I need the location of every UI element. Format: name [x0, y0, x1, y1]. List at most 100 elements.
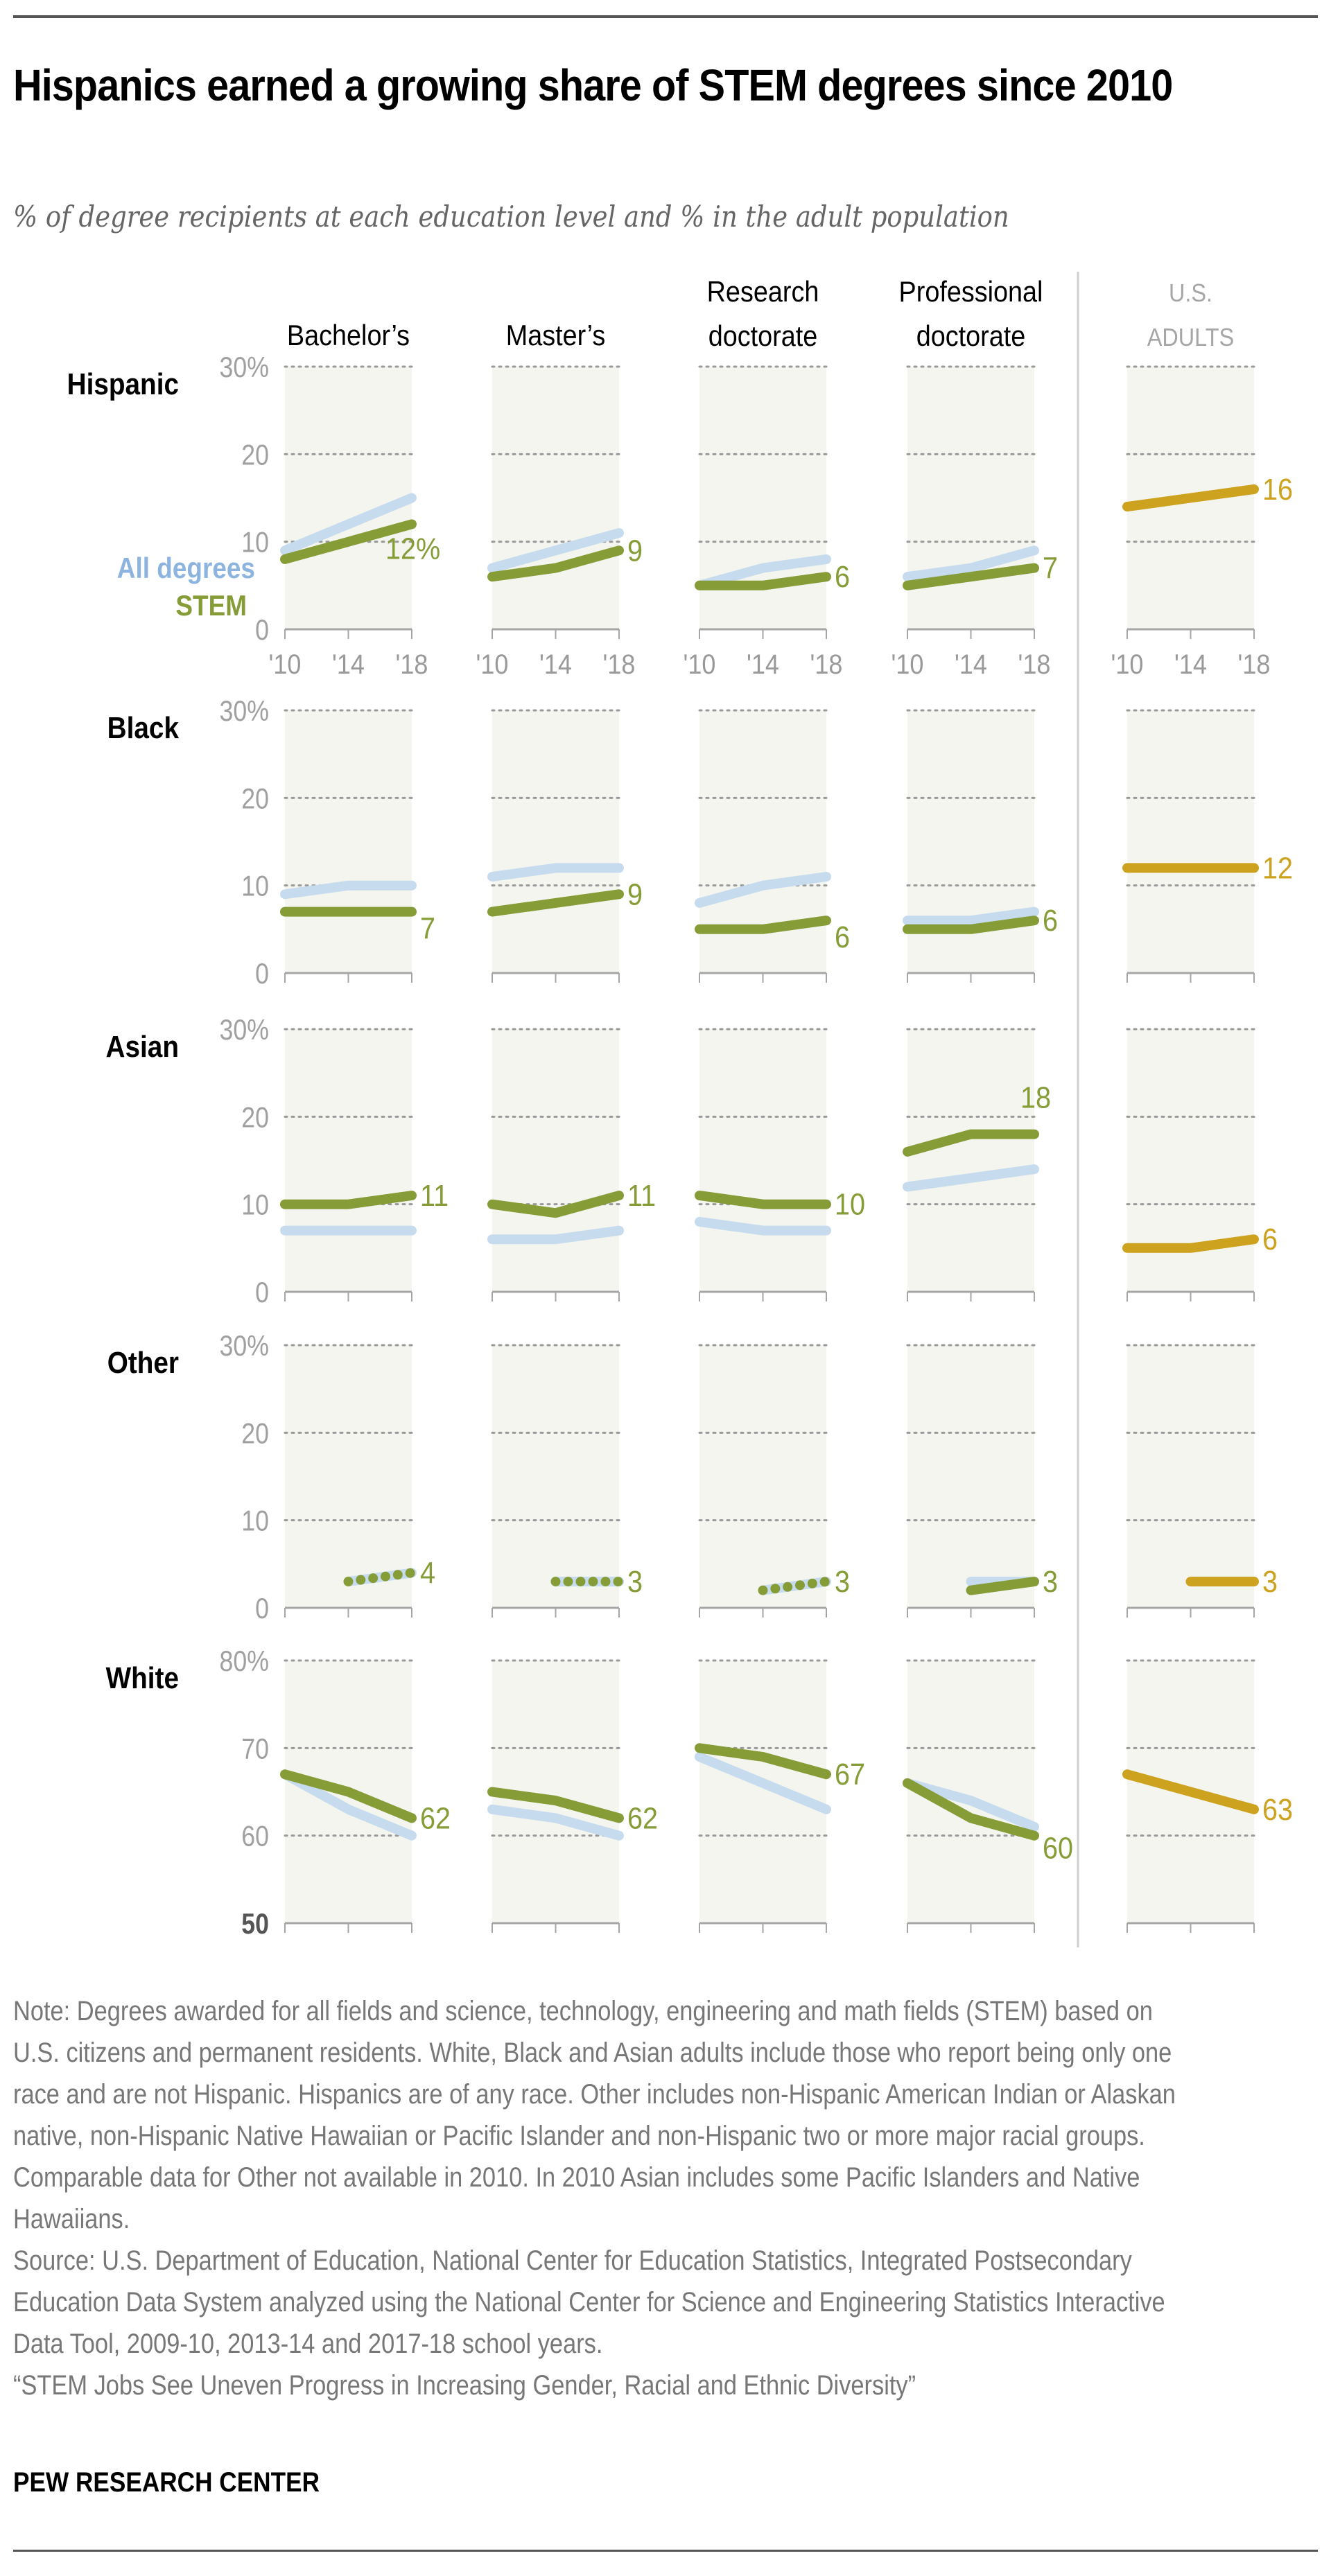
adults-line — [1122, 484, 1259, 512]
value-label: 62 — [420, 1800, 451, 1834]
value-label: 18 — [1020, 1080, 1051, 1114]
legend-stem: STEM — [175, 590, 247, 622]
column-header-3: Research — [707, 276, 819, 308]
all-degrees-line — [903, 545, 1039, 582]
y-tick-label: 30% — [220, 695, 269, 727]
column-header-4: Professional — [899, 276, 1043, 308]
all-degrees-line — [487, 863, 624, 882]
all-degrees-line — [487, 1225, 624, 1245]
x-tick-label: '10 — [684, 649, 716, 680]
value-label: 6 — [835, 559, 850, 593]
value-label: 3 — [1043, 1564, 1058, 1598]
value-label: 10 — [835, 1187, 865, 1221]
panel-background — [1127, 710, 1254, 973]
all-degrees-line — [280, 1769, 417, 1841]
panel-background — [492, 1345, 619, 1608]
stem-line — [343, 1568, 417, 1587]
value-label: 60 — [1043, 1831, 1073, 1865]
pew-logo-text: PEW RESEARCH CENTER — [13, 2467, 320, 2498]
panel-background — [492, 367, 619, 629]
x-tick-label: '14 — [539, 649, 572, 680]
all-degrees-line — [903, 1778, 1039, 1832]
chart-subtitle: % of degree recipients at each education… — [13, 200, 1009, 234]
stem-line — [487, 545, 624, 582]
report-title: “STEM Jobs See Uneven Progress in Increa… — [13, 2370, 916, 2401]
stem-line — [280, 1769, 417, 1823]
y-tick-label: 20 — [241, 439, 269, 471]
stem-line — [966, 1577, 1039, 1595]
value-label: 16 — [1262, 472, 1293, 506]
stem-line — [758, 1577, 831, 1595]
adults-line — [1122, 1234, 1259, 1253]
top-rule — [13, 15, 1318, 18]
y-tick-label: 10 — [241, 527, 269, 559]
all-degrees-line — [695, 554, 831, 590]
column-header-2: Master’s — [506, 319, 605, 351]
panel-background — [285, 1345, 412, 1608]
panel-background — [699, 1345, 826, 1608]
y-tick-label: 0 — [255, 1277, 269, 1308]
bottom-rule — [13, 2550, 1318, 2552]
value-label: 4 — [420, 1556, 435, 1590]
x-tick-label: '18 — [396, 649, 428, 680]
value-label: 67 — [835, 1757, 865, 1791]
stem-line — [487, 1787, 624, 1823]
panel-background — [285, 1029, 412, 1292]
y-tick-label: 10 — [241, 1505, 269, 1537]
panel-background — [492, 710, 619, 973]
value-label: 62 — [627, 1800, 658, 1834]
y-tick-label: 30% — [220, 351, 269, 383]
y-tick-label: 10 — [241, 1189, 269, 1221]
x-tick-label: '14 — [955, 649, 987, 680]
value-label: 6 — [835, 920, 850, 954]
value-label: 9 — [627, 877, 643, 911]
y-tick-label: 50 — [241, 1908, 269, 1940]
all-degrees-line — [903, 1164, 1039, 1192]
panel-background — [285, 367, 412, 629]
row-label-other: Other — [107, 1345, 179, 1380]
y-tick-label: 80% — [220, 1645, 269, 1677]
legend-all-degrees: All degrees — [117, 552, 255, 585]
all-degrees-line — [695, 1216, 831, 1236]
x-tick-label: '14 — [747, 649, 779, 680]
column-header-4: doctorate — [916, 320, 1026, 352]
column-header-3: doctorate — [708, 320, 818, 352]
x-tick-label: '10 — [891, 649, 924, 680]
source-text: Source: U.S. Department of Education, Na… — [13, 2245, 1165, 2359]
value-label: 12% — [385, 531, 440, 565]
stem-line — [903, 563, 1039, 590]
value-label: 3 — [1262, 1564, 1278, 1598]
all-degrees-line — [280, 493, 417, 556]
value-label: 11 — [627, 1178, 656, 1212]
x-tick-label: '10 — [1111, 649, 1144, 680]
y-tick-label: 30% — [220, 1330, 269, 1362]
column-header-1: Bachelor’s — [287, 319, 410, 351]
value-label: 6 — [1043, 903, 1058, 937]
value-label: 9 — [627, 533, 643, 567]
all-degrees-line — [487, 528, 624, 573]
x-tick-label: '18 — [1238, 649, 1271, 680]
stem-line — [903, 1778, 1039, 1841]
column-header-5: ADULTS — [1147, 324, 1234, 351]
note-text: Note: Degrees awarded for all fields and… — [13, 1996, 1176, 2234]
value-label: 3 — [627, 1564, 643, 1598]
adults-line — [1122, 1769, 1259, 1814]
y-tick-label: 0 — [255, 958, 269, 990]
y-tick-label: 20 — [241, 783, 269, 815]
value-label: 7 — [420, 911, 435, 945]
value-label: 12 — [1262, 850, 1293, 884]
x-tick-label: '10 — [476, 649, 509, 680]
x-tick-label: '14 — [1174, 649, 1207, 680]
y-tick-label: 10 — [241, 870, 269, 902]
notes-block: Note: Degrees awarded for all fields and… — [13, 1990, 1206, 2406]
panel-background — [699, 1661, 826, 1923]
stem-line — [280, 519, 417, 564]
value-label: 3 — [835, 1564, 850, 1598]
all-degrees-line — [695, 1752, 831, 1814]
panel-background — [1127, 1345, 1254, 1608]
all-degrees-line — [903, 906, 1039, 926]
all-degrees-line — [487, 1804, 624, 1841]
x-tick-label: '18 — [810, 649, 843, 680]
stem-line — [903, 1129, 1039, 1157]
value-label: 11 — [420, 1178, 449, 1212]
